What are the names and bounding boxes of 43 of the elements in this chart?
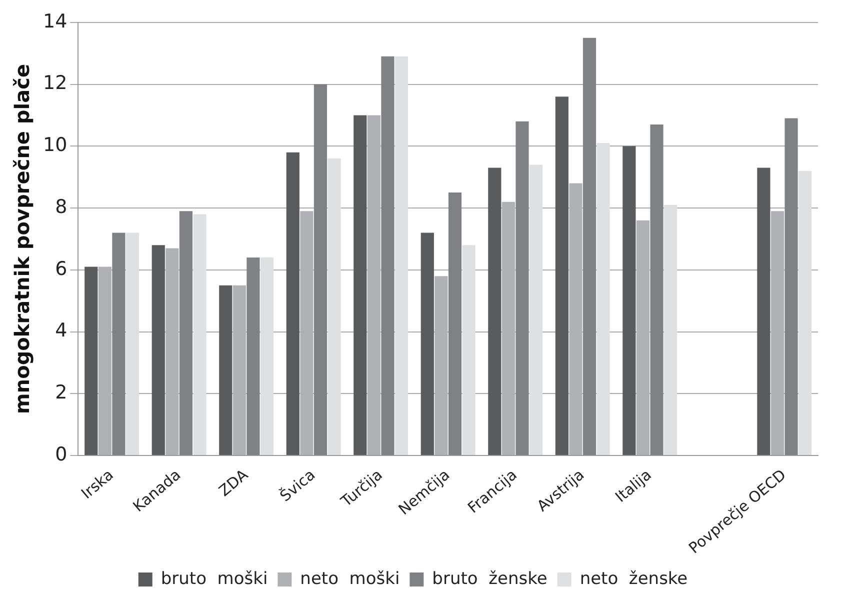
y-tick-label: 2 [55,382,68,404]
y-tick-label: 0 [55,443,68,466]
bar [462,245,476,456]
bar [784,118,798,456]
y-axis-title: mnogokratnik povprečne plače [10,64,34,414]
bar [516,121,529,456]
bar [420,232,434,456]
bar [488,168,502,456]
bar [314,84,328,456]
legend-label: bruto ženske [432,568,548,589]
bar [126,232,140,456]
bar [555,96,568,456]
bar [582,38,596,456]
bar [757,168,770,456]
y-tick-label: 8 [55,196,68,218]
bar [596,143,610,456]
bar [219,285,232,456]
bar [381,56,394,456]
bar [394,56,408,456]
bar [354,115,367,456]
bar [798,170,812,456]
bar [328,158,341,456]
bar [650,124,664,456]
bar [529,164,543,456]
bar [112,232,126,456]
bar [622,146,636,456]
bar [179,211,193,456]
bar [152,245,165,456]
bar [84,266,98,456]
bar [448,192,462,456]
legend-label: bruto moški [160,568,268,589]
bar [246,258,260,456]
y-tick-label: 6 [55,258,68,280]
y-tick-label: 4 [55,320,68,342]
y-tick-label: 10 [42,134,68,156]
bar [260,258,274,456]
y-tick-label: 12 [42,72,68,94]
bar [286,152,300,456]
y-tick-label: 14 [42,10,68,32]
legend-label: neto moški [300,568,400,589]
bar [193,214,206,456]
bar [664,204,678,456]
legend-label: neto ženske [580,568,688,589]
